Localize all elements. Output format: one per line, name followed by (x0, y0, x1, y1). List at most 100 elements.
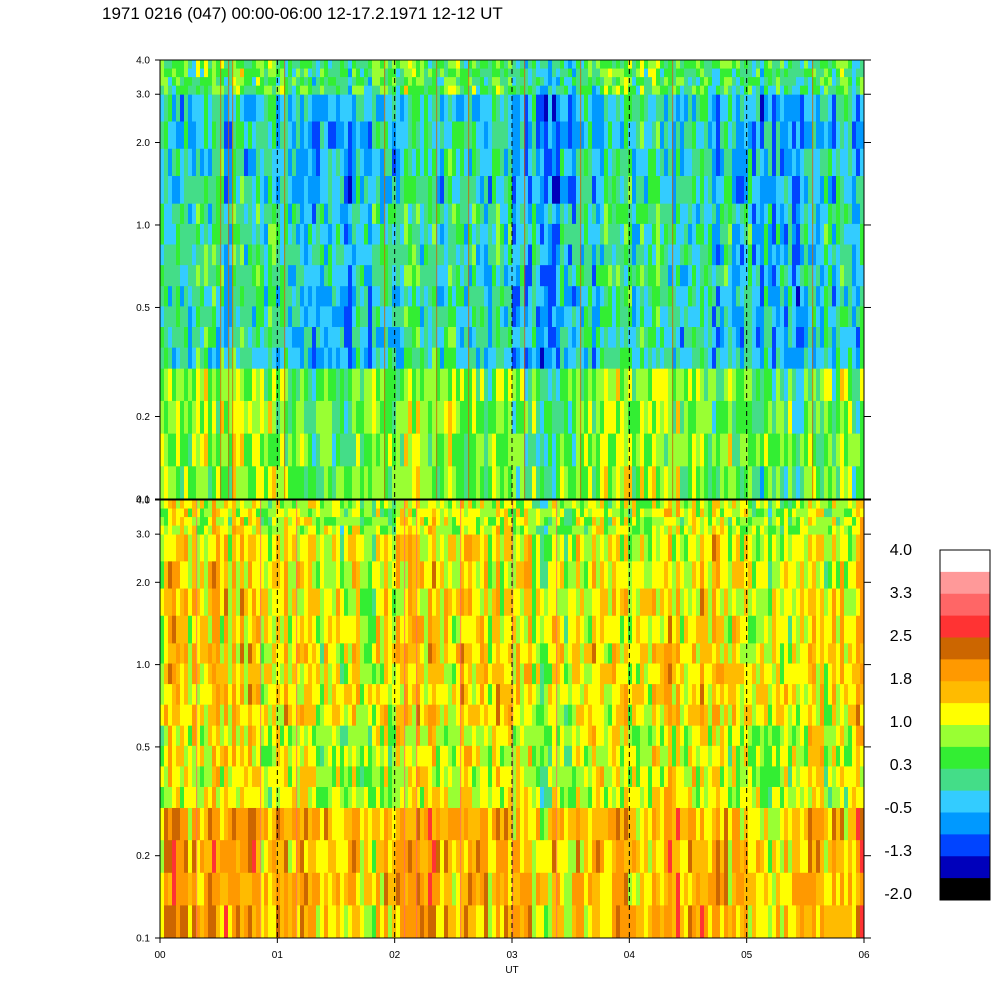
heat-cell (376, 725, 381, 747)
heat-cell (368, 327, 373, 349)
heat-cell (440, 807, 445, 841)
heat-cell (368, 223, 373, 245)
heat-cell (432, 840, 437, 874)
heat-cell (304, 368, 309, 402)
heat-cell (724, 176, 729, 204)
heat-cell (248, 265, 253, 287)
heat-cell (424, 588, 429, 617)
heat-cell (352, 517, 357, 527)
heat-cell (716, 176, 721, 204)
heat-cell (224, 786, 229, 808)
heat-cell (288, 368, 293, 402)
heat-cell (860, 433, 865, 467)
heat-cell (204, 786, 209, 808)
heat-cell (444, 60, 449, 69)
heat-cell (700, 400, 705, 435)
heat-cell (244, 68, 249, 78)
heat-cell (488, 223, 493, 245)
heat-cell (556, 306, 561, 328)
heat-cell (520, 285, 525, 307)
heat-cell (400, 347, 405, 369)
heat-cell (416, 85, 421, 95)
heat-cell (256, 807, 261, 841)
heat-cell (684, 60, 689, 69)
heat-cell (660, 68, 665, 78)
heat-cell (224, 561, 229, 589)
heat-cell (164, 223, 169, 245)
heat-cell (784, 244, 789, 266)
heat-cell (276, 244, 281, 266)
heat-cell (208, 265, 213, 287)
heat-cell (676, 368, 681, 402)
heat-cell (560, 203, 565, 225)
heat-cell (696, 466, 701, 500)
heat-cell (248, 400, 253, 435)
heat-cell (196, 327, 201, 349)
heat-cell (220, 306, 225, 328)
heat-cell (832, 285, 837, 307)
heat-cell (832, 244, 837, 266)
heat-cell (276, 327, 281, 349)
heat-cell (628, 94, 633, 122)
heat-cell (260, 525, 265, 535)
heat-cell (716, 285, 721, 307)
heat-cell (492, 203, 497, 225)
heat-cell (372, 265, 377, 287)
heat-cell (212, 121, 217, 150)
heat-cell (320, 517, 325, 527)
heat-cell (212, 561, 217, 589)
heat-cell (220, 745, 225, 767)
heat-cell (352, 60, 357, 69)
heat-cell (592, 306, 597, 328)
heat-cell (844, 203, 849, 225)
heat-cell (316, 466, 321, 500)
heat-cell (752, 347, 757, 369)
heat-cell (444, 94, 449, 122)
heat-cell (420, 223, 425, 245)
heat-cell (496, 368, 501, 402)
heat-cell (240, 85, 245, 95)
heat-cell (168, 176, 173, 204)
heat-cell (832, 176, 837, 204)
heat-cell (604, 347, 609, 369)
heat-cell (720, 306, 725, 328)
heat-cell (360, 347, 365, 369)
heat-cell (640, 223, 645, 245)
heat-cell (344, 745, 349, 767)
heat-cell (404, 285, 409, 307)
heat-cell (684, 244, 689, 266)
heat-cell (592, 327, 597, 349)
heat-cell (264, 525, 269, 535)
heat-cell (320, 433, 325, 467)
heat-cell (264, 85, 269, 95)
heat-cell (360, 561, 365, 589)
heat-cell (420, 327, 425, 349)
heat-cell (720, 176, 725, 204)
heat-cell (804, 77, 809, 87)
heat-cell (420, 786, 425, 808)
heat-cell (428, 244, 433, 266)
heat-cell (824, 60, 829, 69)
heat-cell (360, 525, 365, 535)
heat-cell (172, 534, 177, 562)
heat-cell (200, 663, 205, 685)
heat-cell (832, 77, 837, 87)
heat-cell (160, 872, 165, 906)
heat-cell (316, 684, 321, 706)
heat-cell (652, 77, 657, 87)
heat-cell (804, 121, 809, 150)
heat-cell (348, 872, 353, 906)
heat-cell (176, 285, 181, 307)
heat-cell (208, 85, 213, 95)
heat-cell (704, 176, 709, 204)
heat-cell (400, 176, 405, 204)
heat-cell (576, 244, 581, 266)
heat-cell (212, 433, 217, 467)
heat-cell (244, 94, 249, 122)
heat-cell (728, 368, 733, 402)
heat-cell (580, 176, 585, 204)
heat-cell (536, 466, 541, 500)
heat-cell (788, 85, 793, 95)
heat-cell (848, 306, 853, 328)
heat-cell (272, 786, 277, 808)
